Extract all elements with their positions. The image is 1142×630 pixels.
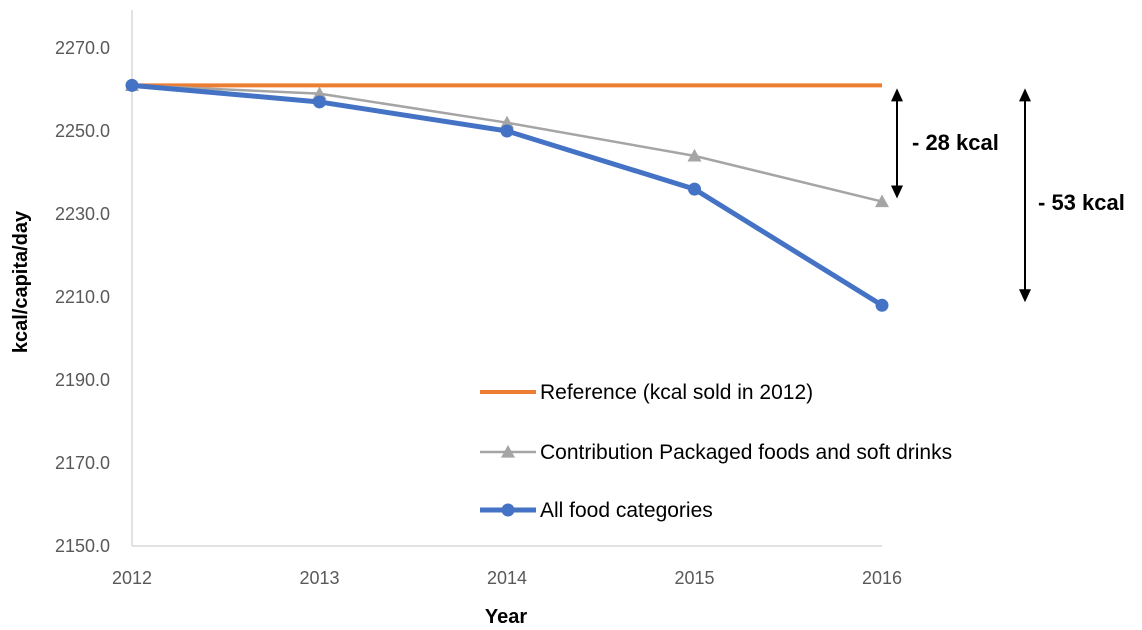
y-tick-label: 2150.0 <box>55 536 110 556</box>
x-tick-label: 2016 <box>862 568 902 588</box>
y-tick-label: 2230.0 <box>55 204 110 224</box>
data-point <box>875 298 889 312</box>
axes: 2150.0 2170.0 2190.0 2210.0 2230.0 2250.0 2270… <box>55 10 902 588</box>
legend: Reference (kcal sold in 2012) Contributio… <box>480 381 952 522</box>
x-tick-label: 2014 <box>487 568 527 588</box>
arrow-head <box>1019 88 1031 102</box>
y-axis-title: kcal/capita/day <box>10 210 32 353</box>
series-lines <box>125 78 889 312</box>
data-point <box>500 115 514 129</box>
arrow-head <box>891 88 903 102</box>
x-axis-title: Year <box>485 606 527 628</box>
annotation-label: - 53 kcal <box>1038 190 1125 215</box>
legend-label: All food categories <box>540 499 713 522</box>
legend-marker <box>501 445 515 458</box>
data-point <box>313 95 326 109</box>
x-tick-label: 2013 <box>299 568 339 588</box>
y-tick-label: 2210.0 <box>55 287 110 307</box>
data-point <box>688 182 701 196</box>
data-point <box>687 148 702 162</box>
x-tick-label: 2015 <box>674 568 714 588</box>
annotation-label: - 28 kcal <box>912 130 999 155</box>
y-tick-label: 2190.0 <box>55 370 110 390</box>
y-tick-label: 2250.0 <box>55 121 110 141</box>
x-tick-label: 2012 <box>112 568 152 588</box>
legend-marker <box>501 503 515 517</box>
data-point <box>125 78 139 92</box>
legend-label: Contribution Packaged foods and soft dri… <box>540 441 952 464</box>
data-point <box>312 86 327 100</box>
annotations: - 28 kcal - 53 kcal <box>891 88 1125 303</box>
arrow-head <box>1019 289 1031 303</box>
series-line <box>131 84 883 203</box>
legend-label: Reference (kcal sold in 2012) <box>540 381 813 404</box>
arrow-head <box>891 185 903 199</box>
y-tick-label: 2170.0 <box>55 453 110 473</box>
y-tick-label: 2270.0 <box>55 38 110 58</box>
data-point <box>875 194 889 208</box>
data-point <box>500 124 514 138</box>
